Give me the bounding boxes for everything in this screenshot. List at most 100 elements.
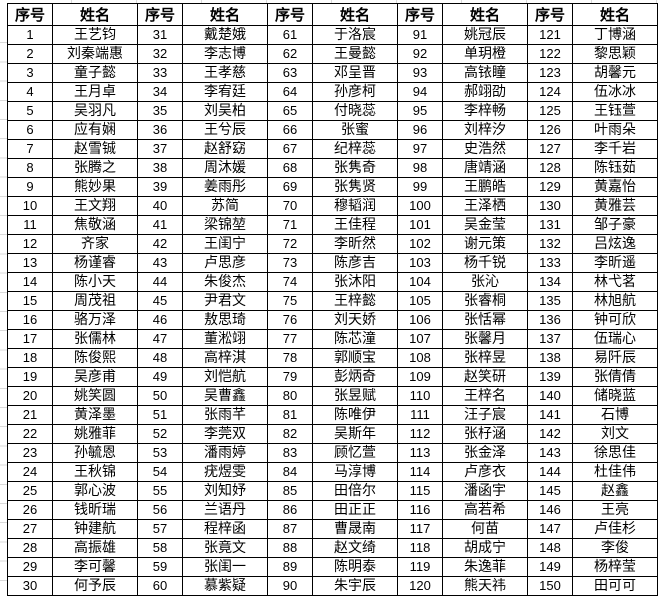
name-cell[interactable]: 纪梓蕊 <box>312 139 398 159</box>
name-cell[interactable]: 张腾之 <box>52 158 138 178</box>
index-cell[interactable]: 85 <box>267 481 313 501</box>
name-cell[interactable]: 刘梓汐 <box>442 120 528 140</box>
index-cell[interactable]: 96 <box>397 120 443 140</box>
index-cell[interactable]: 114 <box>397 462 443 482</box>
name-cell[interactable]: 谢元策 <box>442 234 528 254</box>
index-cell[interactable]: 91 <box>397 25 443 45</box>
name-cell[interactable]: 高振雄 <box>52 538 138 558</box>
index-cell[interactable]: 129 <box>527 177 573 197</box>
name-cell[interactable]: 王亮 <box>572 500 658 520</box>
index-cell[interactable]: 47 <box>137 329 183 349</box>
index-cell[interactable]: 144 <box>527 462 573 482</box>
index-cell[interactable]: 76 <box>267 310 313 330</box>
name-cell[interactable]: 董淞翊 <box>182 329 268 349</box>
index-cell[interactable]: 105 <box>397 291 443 311</box>
index-cell[interactable]: 27 <box>7 519 53 539</box>
name-cell[interactable]: 姚笑圆 <box>52 386 138 406</box>
name-cell[interactable]: 王月卓 <box>52 82 138 102</box>
name-cell[interactable]: 李莞双 <box>182 424 268 444</box>
index-cell[interactable]: 14 <box>7 272 53 292</box>
index-header-cell[interactable]: 序号 <box>527 3 573 26</box>
index-cell[interactable]: 67 <box>267 139 313 159</box>
name-cell[interactable]: 王兮辰 <box>182 120 268 140</box>
index-cell[interactable]: 118 <box>397 538 443 558</box>
index-cell[interactable]: 97 <box>397 139 443 159</box>
index-cell[interactable]: 55 <box>137 481 183 501</box>
index-cell[interactable]: 63 <box>267 63 313 83</box>
name-cell[interactable]: 刘文 <box>572 424 658 444</box>
name-cell[interactable]: 周沐媛 <box>182 158 268 178</box>
index-cell[interactable]: 89 <box>267 557 313 577</box>
name-cell[interactable]: 朱宇辰 <box>312 576 398 596</box>
name-cell[interactable]: 李志博 <box>182 44 268 64</box>
index-cell[interactable]: 6 <box>7 120 53 140</box>
index-cell[interactable]: 86 <box>267 500 313 520</box>
name-cell[interactable]: 张儒林 <box>52 329 138 349</box>
index-cell[interactable]: 131 <box>527 215 573 235</box>
index-cell[interactable]: 8 <box>7 158 53 178</box>
name-cell[interactable]: 郭心波 <box>52 481 138 501</box>
index-cell[interactable]: 15 <box>7 291 53 311</box>
index-cell[interactable]: 140 <box>527 386 573 406</box>
name-cell[interactable]: 李俊 <box>572 538 658 558</box>
index-cell[interactable]: 37 <box>137 139 183 159</box>
index-cell[interactable]: 83 <box>267 443 313 463</box>
name-cell[interactable]: 陈芯潼 <box>312 329 398 349</box>
index-cell[interactable]: 73 <box>267 253 313 273</box>
name-cell[interactable]: 李千岩 <box>572 139 658 159</box>
name-cell[interactable]: 陈明泰 <box>312 557 398 577</box>
name-cell[interactable]: 史浩然 <box>442 139 528 159</box>
name-cell[interactable]: 齐家 <box>52 234 138 254</box>
name-cell[interactable]: 杨梓莹 <box>572 557 658 577</box>
name-cell[interactable]: 周茂祖 <box>52 291 138 311</box>
name-cell[interactable]: 王梓懿 <box>312 291 398 311</box>
name-cell[interactable]: 卢思彦 <box>182 253 268 273</box>
index-cell[interactable]: 90 <box>267 576 313 596</box>
index-cell[interactable]: 84 <box>267 462 313 482</box>
name-cell[interactable]: 黄泽墨 <box>52 405 138 425</box>
name-cell[interactable]: 陈彦吉 <box>312 253 398 273</box>
name-cell[interactable]: 王曼懿 <box>312 44 398 64</box>
name-cell[interactable]: 熊天祎 <box>442 576 528 596</box>
name-cell[interactable]: 吕炫逸 <box>572 234 658 254</box>
name-cell[interactable]: 叶雨朵 <box>572 120 658 140</box>
name-cell[interactable]: 彭炳奇 <box>312 367 398 387</box>
name-cell[interactable]: 刘恺航 <box>182 367 268 387</box>
index-cell[interactable]: 133 <box>527 253 573 273</box>
index-cell[interactable]: 79 <box>267 367 313 387</box>
index-cell[interactable]: 24 <box>7 462 53 482</box>
name-cell[interactable]: 邹子豪 <box>572 215 658 235</box>
name-cell[interactable]: 姚冠辰 <box>442 25 528 45</box>
index-cell[interactable]: 149 <box>527 557 573 577</box>
index-cell[interactable]: 104 <box>397 272 443 292</box>
index-cell[interactable]: 13 <box>7 253 53 273</box>
index-cell[interactable]: 88 <box>267 538 313 558</box>
name-cell[interactable]: 赵舒窈 <box>182 139 268 159</box>
index-cell[interactable]: 107 <box>397 329 443 349</box>
index-cell[interactable]: 61 <box>267 25 313 45</box>
index-cell[interactable]: 31 <box>137 25 183 45</box>
index-cell[interactable]: 26 <box>7 500 53 520</box>
name-cell[interactable]: 付晓蕊 <box>312 101 398 121</box>
name-cell[interactable]: 张馨月 <box>442 329 528 349</box>
index-header-cell[interactable]: 序号 <box>7 3 53 26</box>
name-cell[interactable]: 林旭航 <box>572 291 658 311</box>
name-cell[interactable]: 李昕然 <box>312 234 398 254</box>
index-cell[interactable]: 48 <box>137 348 183 368</box>
name-cell[interactable]: 张恬幂 <box>442 310 528 330</box>
index-cell[interactable]: 69 <box>267 177 313 197</box>
name-cell[interactable]: 何予辰 <box>52 576 138 596</box>
name-cell[interactable]: 田倍尔 <box>312 481 398 501</box>
name-cell[interactable]: 熊妙果 <box>52 177 138 197</box>
index-cell[interactable]: 132 <box>527 234 573 254</box>
index-cell[interactable]: 12 <box>7 234 53 254</box>
name-cell[interactable]: 疣煜雯 <box>182 462 268 482</box>
index-cell[interactable]: 115 <box>397 481 443 501</box>
name-cell[interactable]: 张金泽 <box>442 443 528 463</box>
index-cell[interactable]: 125 <box>527 101 573 121</box>
index-cell[interactable]: 150 <box>527 576 573 596</box>
index-cell[interactable]: 66 <box>267 120 313 140</box>
index-cell[interactable]: 45 <box>137 291 183 311</box>
name-cell[interactable]: 丁博涵 <box>572 25 658 45</box>
index-cell[interactable]: 16 <box>7 310 53 330</box>
